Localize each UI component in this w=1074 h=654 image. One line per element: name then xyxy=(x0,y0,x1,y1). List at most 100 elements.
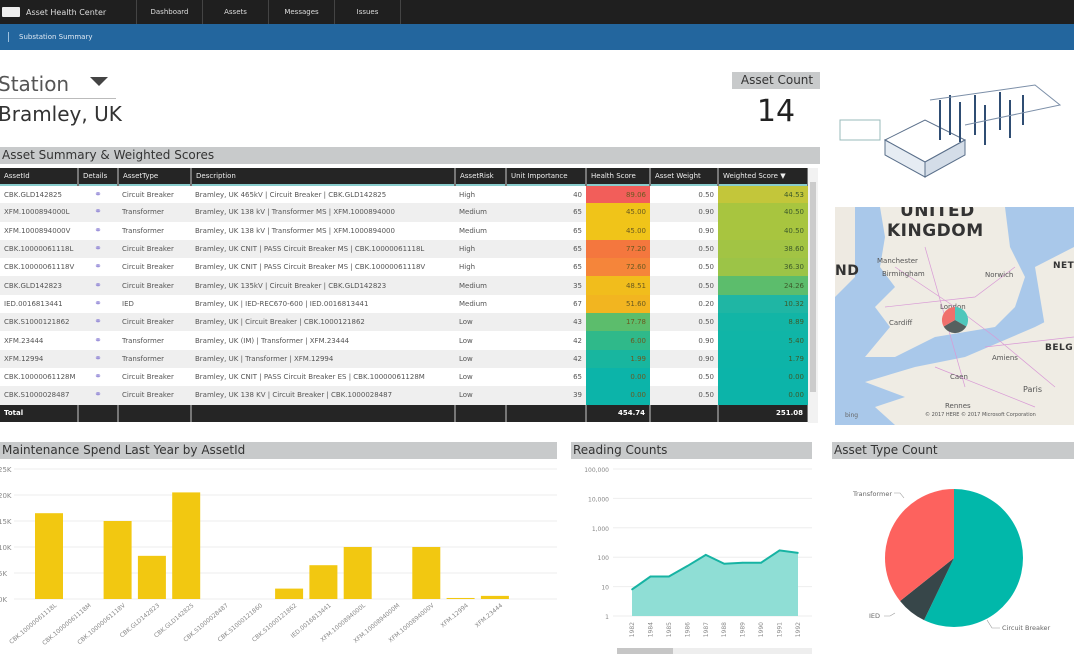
unit-importance-cell: 65 xyxy=(573,263,582,272)
col-assettype[interactable]: AssetType xyxy=(118,168,192,185)
col-unit-importance[interactable]: Unit Importance xyxy=(506,168,587,185)
col-assetid[interactable]: AssetId xyxy=(0,168,79,185)
nav-dashboard[interactable]: Dashboard xyxy=(136,0,202,24)
bing-map[interactable]: UNITED KINGDOM Manchester Birmingham Nor… xyxy=(835,207,1074,425)
assettype-cell: Transformer xyxy=(122,336,165,345)
details-link-icon[interactable]: ⚭ xyxy=(78,276,118,295)
nav-divider xyxy=(400,0,466,24)
y-tick-label: 0K xyxy=(0,596,7,604)
table-row[interactable]: CBK.10000061128M ⚭ Circuit Breaker Bramley,… xyxy=(0,367,808,387)
asset-count-value: 14 xyxy=(756,94,796,129)
col-asset-weight[interactable]: Asset Weight xyxy=(650,168,719,185)
y-tick-label: 10K xyxy=(0,544,12,552)
map-label-ireland: ND xyxy=(835,263,860,279)
assetid-cell: IED.0016813441 xyxy=(4,299,63,308)
x-tick-label: 1988 xyxy=(721,622,728,637)
asset-weight-cell: 0.50 xyxy=(650,386,718,405)
substation-image xyxy=(839,84,1062,178)
details-link-icon[interactable]: ⚭ xyxy=(94,372,102,383)
description-cell: Bramley, UK 138 kV | Transformer MS | XF… xyxy=(195,226,395,235)
details-link-icon[interactable]: ⚭ xyxy=(78,349,118,368)
data-point xyxy=(704,554,707,556)
y-tick-label: 10,000 xyxy=(588,496,609,503)
details-link-icon[interactable]: ⚭ xyxy=(94,189,102,200)
pie-slice-circuit-breaker xyxy=(924,489,1023,627)
map-pie-marker[interactable] xyxy=(940,305,970,335)
y-tick-label: 100 xyxy=(598,555,610,562)
bing-logo: bing xyxy=(845,412,859,419)
details-link-icon[interactable]: ⚭ xyxy=(78,313,118,332)
col-health-score[interactable]: Health Score xyxy=(586,168,651,185)
station-slicer-label[interactable]: Station xyxy=(0,72,116,99)
map-pie-transformer xyxy=(941,306,955,327)
nav-assets[interactable]: Assets xyxy=(202,0,268,24)
total-label: Total xyxy=(0,404,79,422)
table-row[interactable]: CBK.S1000028487 ⚭ Circuit Breaker Bramley, … xyxy=(0,386,808,405)
asset-weight-cell: 0.90 xyxy=(650,349,718,368)
bar xyxy=(309,565,338,599)
asset-weight-cell: 0.90 xyxy=(698,226,714,235)
map-label-caen: Caen xyxy=(950,373,968,381)
assettype-cell: Circuit Breaker xyxy=(122,373,174,382)
asset-type-count-title: Asset Type Count xyxy=(832,442,1074,459)
col-weighted-score[interactable]: Weighted Score ▼ xyxy=(718,168,809,185)
total-empty xyxy=(455,404,507,422)
table-row[interactable]: CBK.S1000121862 ⚭ Circuit Breaker Bramley, … xyxy=(0,313,808,332)
unit-importance-cell: 65 xyxy=(506,239,586,259)
details-link-icon[interactable]: ⚭ xyxy=(78,239,118,259)
table-scrollbar[interactable] xyxy=(808,168,818,423)
table-row[interactable]: IED.0016813441 ⚭ IED Bramley, UK | IED-REC6… xyxy=(0,294,808,314)
total-empty xyxy=(191,404,456,422)
nav-messages[interactable]: Messages xyxy=(268,0,334,24)
asset-summary-table: AssetId Details AssetType Description As… xyxy=(0,168,809,422)
maintenance-bar-chart: 0K5K10K15K20K25KCBK.10000061118LCBK.1000… xyxy=(0,466,557,647)
table-row[interactable]: CBK.10000061118L ⚭ Circuit Breaker Bramley,… xyxy=(0,239,808,259)
asset-weight-cell: 0.50 xyxy=(698,190,714,199)
chevron-down-icon[interactable] xyxy=(90,77,108,86)
map-label-amiens: Amiens xyxy=(992,354,1018,362)
details-link-icon[interactable]: ⚭ xyxy=(94,225,102,236)
breadcrumb[interactable]: Substation Summary xyxy=(19,33,93,41)
leader-line xyxy=(894,492,905,499)
health-score-cell: 77.20 xyxy=(586,239,650,259)
description-cell: Bramley, UK CNIT | PASS Circuit Breaker … xyxy=(195,373,425,382)
y-tick-label: 5K xyxy=(0,570,7,578)
details-link-icon[interactable]: ⚭ xyxy=(94,335,102,346)
table-row[interactable]: XFM.1000894000L ⚭ Transformer Bramley, UK 1… xyxy=(0,203,808,222)
abb-logo xyxy=(2,7,20,17)
table-row[interactable]: XFM.12994 ⚭ Transformer Bramley, UK | Trans… xyxy=(0,349,808,368)
asset-weight-cell: 0.90 xyxy=(650,203,718,222)
description-cell: Bramley, UK | Transformer | XFM.12994 xyxy=(191,349,455,368)
data-point xyxy=(668,575,670,578)
table-row[interactable]: CBK.GLD142825 ⚭ Circuit Breaker Bramley, UK… xyxy=(0,185,808,204)
scrollbar-thumb[interactable] xyxy=(810,182,816,392)
y-tick-label: 10 xyxy=(601,585,609,592)
col-assetrisk[interactable]: AssetRisk xyxy=(455,168,507,185)
bar xyxy=(275,588,304,599)
assetid-cell: CBK.GLD142825 xyxy=(4,190,62,199)
col-details[interactable]: Details xyxy=(78,168,119,185)
table-row[interactable]: CBK.GLD142823 ⚭ Circuit Breaker Bramley, UK… xyxy=(0,276,808,295)
assetid-cell: CBK.10000061118L xyxy=(0,239,78,259)
data-point xyxy=(723,562,726,565)
details-link-icon[interactable]: ⚭ xyxy=(78,386,118,405)
table-row[interactable]: XFM.1000894000V ⚭ Transformer Bramley, UK 1… xyxy=(0,221,808,240)
assetid-cell: XFM.1000894000L xyxy=(0,203,78,222)
x-tick-label: 1990 xyxy=(758,622,765,637)
data-point xyxy=(797,552,799,554)
col-description[interactable]: Description xyxy=(191,168,456,185)
total-empty xyxy=(650,404,719,422)
table-row[interactable]: CBK.10000061118V ⚭ Circuit Breaker Bramley,… xyxy=(0,258,808,277)
unit-importance-cell: 42 xyxy=(506,349,586,368)
unit-importance-cell: 39 xyxy=(506,386,586,405)
chart-scrollbar xyxy=(617,648,812,654)
y-tick-label: 1,000 xyxy=(592,526,609,533)
nav-issues[interactable]: Issues xyxy=(334,0,400,24)
details-link-icon[interactable]: ⚭ xyxy=(94,298,102,309)
assetrisk-cell: Medium xyxy=(459,226,487,235)
table-row[interactable]: XFM.23444 ⚭ Transformer Bramley, UK (IM) | … xyxy=(0,331,808,350)
weighted-score-cell: 40.50 xyxy=(718,221,808,240)
details-link-icon[interactable]: ⚭ xyxy=(78,203,118,222)
details-link-icon[interactable]: ⚭ xyxy=(94,262,102,273)
col-weighted-score-label: Weighted Score xyxy=(723,172,778,180)
